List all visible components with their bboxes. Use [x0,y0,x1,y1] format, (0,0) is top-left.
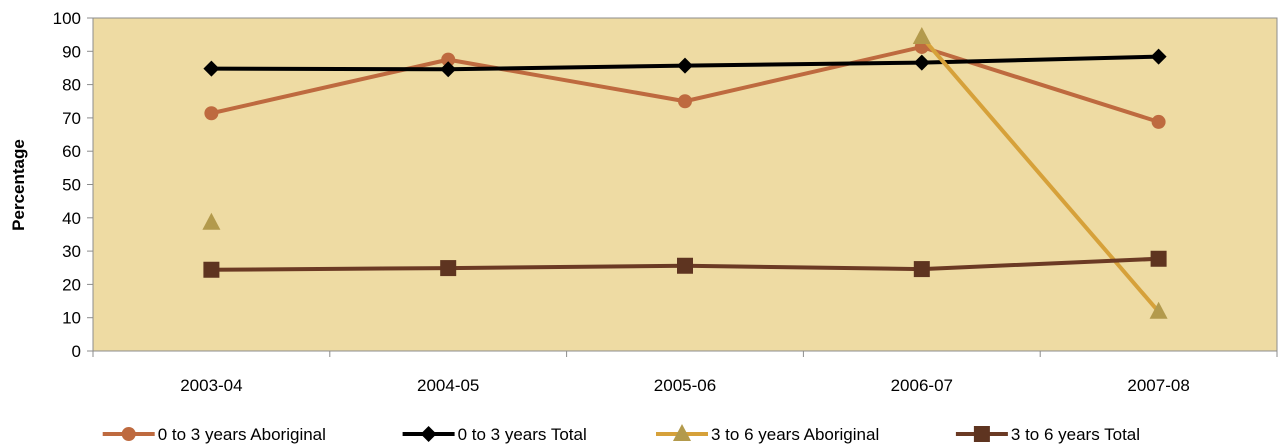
legend-label: 3 to 6 years Aboriginal [711,425,879,444]
legend-label: 3 to 6 years Total [1011,425,1140,444]
y-axis-label: Percentage [9,139,28,231]
legend-item: 0 to 3 years Total [403,425,587,444]
y-tick-label: 50 [62,176,81,195]
legend-item: 3 to 6 years Total [956,425,1140,444]
data-point [914,261,930,277]
x-tick-label: 2004-05 [417,376,479,395]
x-tick-label: 2005-06 [654,376,716,395]
y-tick-label: 20 [62,275,81,294]
y-tick-label: 10 [62,309,81,328]
y-tick-label: 90 [62,42,81,61]
y-tick-label: 30 [62,242,81,261]
x-tick-label: 2006-07 [891,376,953,395]
data-point [1151,251,1167,267]
y-axis: 0 10 20 30 40 50 60 70 80 90 100 [53,9,93,361]
data-point [440,260,456,276]
legend: 0 to 3 years Aboriginal 0 to 3 years Tota… [103,424,1140,444]
data-point [203,262,219,278]
legend-label: 0 to 3 years Total [458,425,587,444]
x-axis: 2003-04 2004-05 2005-06 2006-07 2007-08 [93,351,1277,395]
data-point [678,94,692,108]
y-tick-label: 40 [62,209,81,228]
legend-marker [421,426,437,442]
x-tick-label: 2007-08 [1127,376,1189,395]
legend-marker [974,426,990,442]
legend-item: 3 to 6 years Aboriginal [656,424,879,444]
y-tick-label: 60 [62,142,81,161]
y-tick-label: 0 [72,342,81,361]
data-point [1152,115,1166,129]
y-tick-label: 70 [62,109,81,128]
data-point [677,258,693,274]
x-tick-label: 2003-04 [180,376,242,395]
legend-marker [122,427,136,441]
data-point [204,106,218,120]
y-tick-label: 80 [62,76,81,95]
legend-label: 0 to 3 years Aboriginal [158,425,326,444]
y-tick-label: 100 [53,9,81,28]
legend-item: 0 to 3 years Aboriginal [103,425,326,444]
